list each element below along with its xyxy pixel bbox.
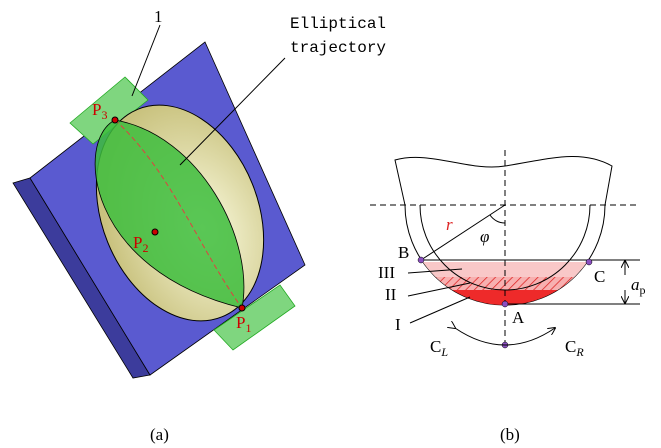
direction-label: CL: [430, 337, 448, 359]
leader: [410, 297, 470, 323]
part-label: 1: [154, 7, 163, 26]
point: [502, 301, 508, 307]
point-label: C: [594, 267, 605, 286]
panel-a: P3 P2 P1 1 Elliptical trajectory (a): [13, 7, 386, 444]
depth-label: ap: [631, 275, 646, 297]
label-sub: L: [440, 345, 448, 359]
region-label: I: [395, 315, 401, 334]
label-sub: R: [575, 345, 584, 359]
point: [586, 259, 592, 265]
annotation: Elliptical: [290, 15, 386, 33]
label-base: P: [236, 313, 245, 332]
point: [112, 117, 118, 123]
radius-label: r: [446, 215, 453, 234]
point: [239, 305, 245, 311]
direction-label: CR: [565, 337, 584, 359]
label-base: a: [631, 275, 640, 294]
point: [418, 257, 424, 263]
figure: P3 P2 P1 1 Elliptical trajectory (a) r φ…: [0, 0, 661, 448]
label-sub: 1: [245, 321, 251, 335]
label-base: C: [430, 337, 441, 356]
label-base: P: [92, 100, 101, 119]
point-label: B: [398, 243, 409, 262]
caption: (a): [150, 425, 169, 444]
label-sub: 2: [142, 241, 148, 255]
label-base: P: [133, 233, 142, 252]
region-label: III: [378, 263, 395, 282]
region-label: II: [385, 285, 397, 304]
caption: (b): [500, 425, 520, 444]
angle-label: φ: [480, 227, 489, 246]
label-sub: p: [640, 283, 646, 297]
annotation: trajectory: [290, 39, 386, 57]
panel-b: r φ B C A III II I CL CR ap (b): [370, 150, 646, 444]
point-label: A: [512, 308, 525, 327]
point: [152, 229, 158, 235]
label-base: C: [565, 337, 576, 356]
label-sub: 3: [101, 108, 107, 122]
